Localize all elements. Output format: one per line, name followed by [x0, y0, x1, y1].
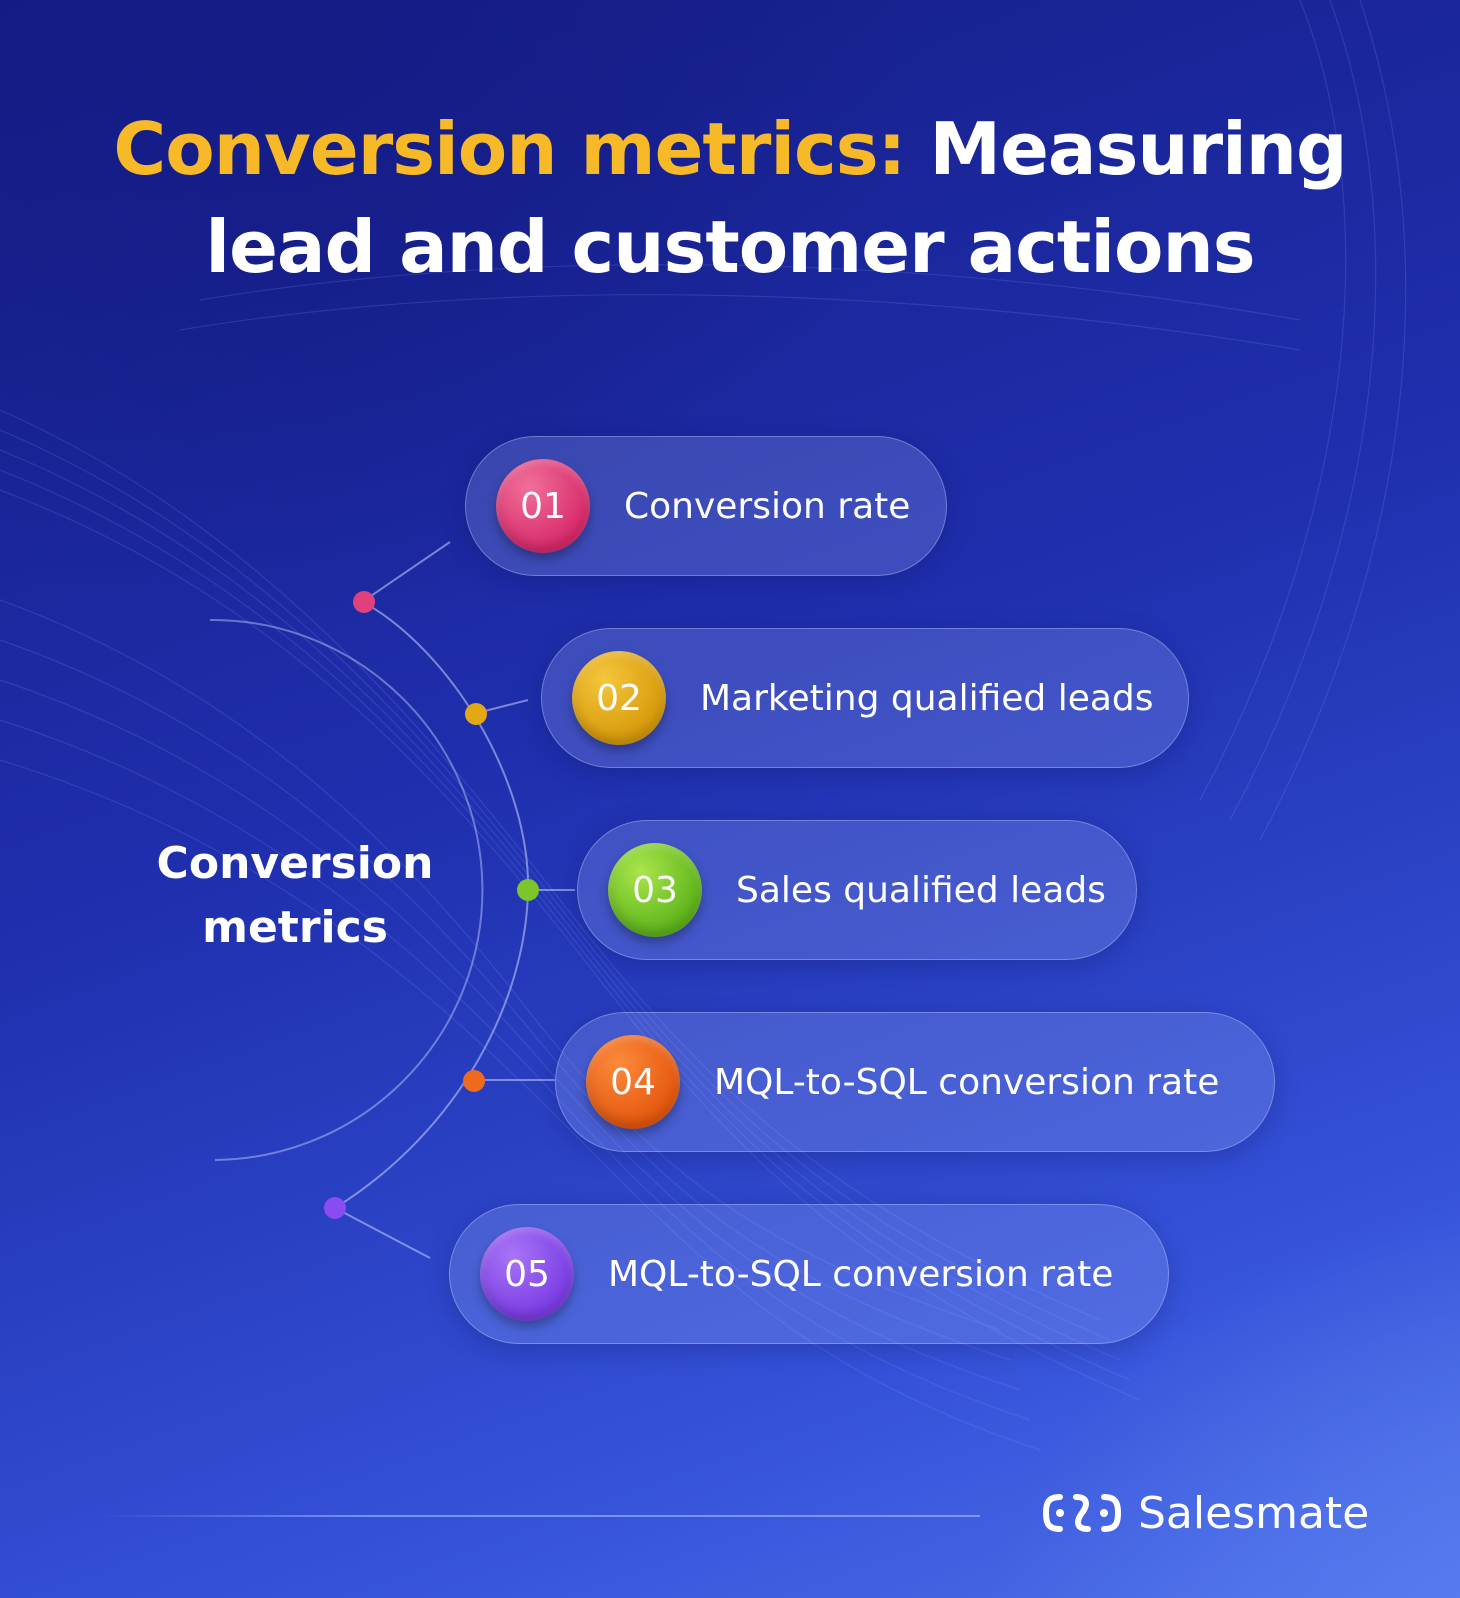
metric-number-badge: 03: [608, 843, 702, 937]
title-rest: Measuring lead and customer actions: [205, 107, 1347, 289]
connector-dot-2: [465, 703, 487, 725]
salesmate-logo-icon: [1042, 1494, 1122, 1532]
brand-name: Salesmate: [1138, 1487, 1370, 1539]
connector-dot-5: [324, 1197, 346, 1219]
footer-divider: [100, 1515, 980, 1517]
metric-item-3: 03 Sales qualified leads: [577, 820, 1137, 960]
metric-item-5: 05 MQL-to-SQL conversion rate: [449, 1204, 1169, 1344]
metric-label: MQL-to-SQL conversion rate: [714, 1061, 1220, 1103]
metric-number-badge: 04: [586, 1035, 680, 1129]
connector-dot-3: [517, 879, 539, 901]
metric-label: Conversion rate: [624, 485, 911, 527]
metric-number-badge: 02: [572, 651, 666, 745]
connector-dot-4: [463, 1070, 485, 1092]
connector-dot-1: [353, 591, 375, 613]
metric-label: Sales qualified leads: [736, 869, 1106, 911]
center-label-line2: metrics: [202, 902, 388, 953]
metric-label: Marketing qualified leads: [700, 677, 1154, 719]
brand-logo: Salesmate: [1040, 1478, 1369, 1548]
title-highlight: Conversion metrics:: [113, 107, 906, 191]
page-title: Conversion metrics: Measuring lead and c…: [30, 100, 1430, 296]
center-label: Conversion metrics: [150, 832, 440, 960]
metric-item-2: 02 Marketing qualified leads: [541, 628, 1189, 768]
metric-item-1: 01 Conversion rate: [465, 436, 947, 576]
metric-number-badge: 05: [480, 1227, 574, 1321]
metric-item-4: 04 MQL-to-SQL conversion rate: [555, 1012, 1275, 1152]
metric-label: MQL-to-SQL conversion rate: [608, 1253, 1114, 1295]
metric-number-badge: 01: [496, 459, 590, 553]
center-label-line1: Conversion: [156, 838, 434, 889]
